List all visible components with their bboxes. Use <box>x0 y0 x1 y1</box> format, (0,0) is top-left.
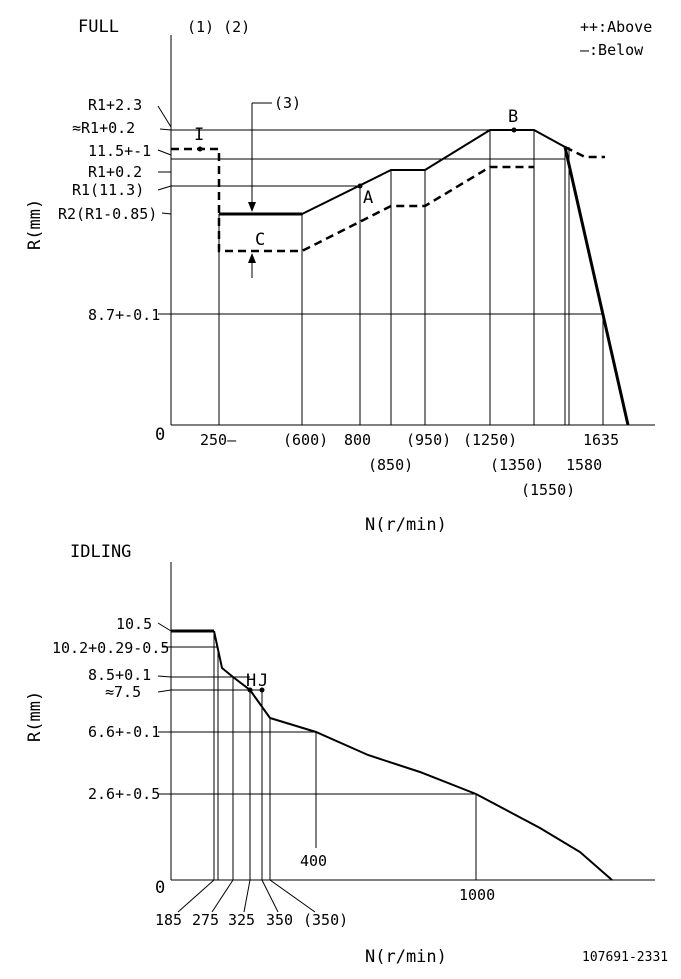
full-x-label-800: 800 <box>344 431 371 449</box>
full-lower-dashed-curve <box>171 147 534 253</box>
full-x-label-1250: (1250) <box>463 431 517 449</box>
idling-title: IDLING <box>70 542 131 562</box>
idling-y-label-2-6: 2.6+-0.5 <box>88 785 160 803</box>
point-c-label: C <box>255 230 265 250</box>
full-y-label-r1: R1(11.3) <box>72 181 144 199</box>
full-y-label-r1-plus-0-2: R1+0.2 <box>88 163 142 181</box>
point-j-marker <box>259 687 265 693</box>
idling-x-label-350: 350 <box>266 911 293 929</box>
full-origin-label: 0 <box>155 425 165 445</box>
full-load-curve <box>219 129 566 215</box>
point-a-marker <box>357 183 363 189</box>
full-x-label-850: (850) <box>368 456 413 474</box>
callout-3-leader <box>248 102 272 278</box>
full-y-label-r2: R2(R1-0.85) <box>58 205 157 223</box>
idling-y-label-6-6: 6.6+-0.1 <box>88 723 160 741</box>
idling-drop-lines <box>213 631 477 880</box>
full-x-label-600: (600) <box>283 431 328 449</box>
callout-3-label: (3) <box>274 94 301 112</box>
idling-y-label-approx-7-5: ≈7.5 <box>105 683 141 701</box>
point-i-label: I <box>194 125 204 145</box>
idling-x-axis-title: N(r/min) <box>365 947 447 967</box>
full-reference-lines <box>171 129 603 315</box>
full-notes-marks: (1) (2) <box>187 18 250 36</box>
idling-x-label-185: 185 <box>155 911 182 929</box>
point-b-marker <box>511 127 517 133</box>
full-x-axis-title: N(r/min) <box>365 515 447 535</box>
full-y-axis-title: R(mm) <box>25 199 45 250</box>
full-x-label-1580: 1580 <box>566 456 602 474</box>
point-h-marker <box>247 687 253 693</box>
point-h-label: H <box>246 671 256 691</box>
full-droop-line <box>563 146 630 426</box>
point-j-label: J <box>258 671 268 691</box>
idling-y-axis-title: R(mm) <box>25 691 45 742</box>
idling-y-label-8-5: 8.5+0.1 <box>88 666 151 684</box>
idling-x-label-325: 325 <box>228 911 255 929</box>
full-y-label-8-7: 8.7+-0.1 <box>88 306 160 324</box>
point-b-label: B <box>508 107 518 127</box>
full-x-label-1635: 1635 <box>583 431 619 449</box>
idling-label-leaders <box>157 622 172 795</box>
point-a-label: A <box>363 188 373 208</box>
idling-origin-label: 0 <box>155 878 165 898</box>
full-x-label-950: (950) <box>406 431 451 449</box>
idling-curve <box>213 630 613 881</box>
legend-below: —:Below <box>580 41 644 59</box>
full-drop-lines <box>218 130 604 425</box>
idling-x-label-1000: 1000 <box>459 886 495 904</box>
full-chart: FULL (1) (2) ++:Above —:Below 0 R(mm) N(… <box>25 17 655 535</box>
full-label-leaders <box>157 105 172 315</box>
legend-above: ++:Above <box>580 18 652 36</box>
point-i-marker <box>197 146 203 152</box>
full-y-label-approx-r1-plus-0-2: ≈R1+0.2 <box>72 119 135 137</box>
full-title: FULL <box>78 17 119 37</box>
idling-x-label-275: 275 <box>192 911 219 929</box>
full-y-label-r1-plus-2-3: R1+2.3 <box>88 96 142 114</box>
full-y-label-11-5: 11.5+-1 <box>88 142 151 160</box>
idling-reference-lines <box>171 646 476 795</box>
drawing-number: 107691-2331 <box>582 950 668 965</box>
idling-x-label-leaders <box>177 879 316 913</box>
idling-y-label-10-2: 10.2+0.29-0.5 <box>52 639 169 657</box>
full-x-label-250: 250— <box>200 431 237 449</box>
idling-x-label-400: 400 <box>300 852 327 870</box>
idling-chart: IDLING 0 R(mm) N(r/min) 10.5 10.2+0.29-0… <box>25 542 655 967</box>
idling-x-label-350-paren: (350) <box>303 911 348 929</box>
full-upper-dashed-tail <box>564 145 605 159</box>
full-x-label-1350: (1350) <box>490 456 544 474</box>
idling-y-label-10-5: 10.5 <box>116 615 152 633</box>
full-x-label-1550: (1550) <box>521 481 575 499</box>
